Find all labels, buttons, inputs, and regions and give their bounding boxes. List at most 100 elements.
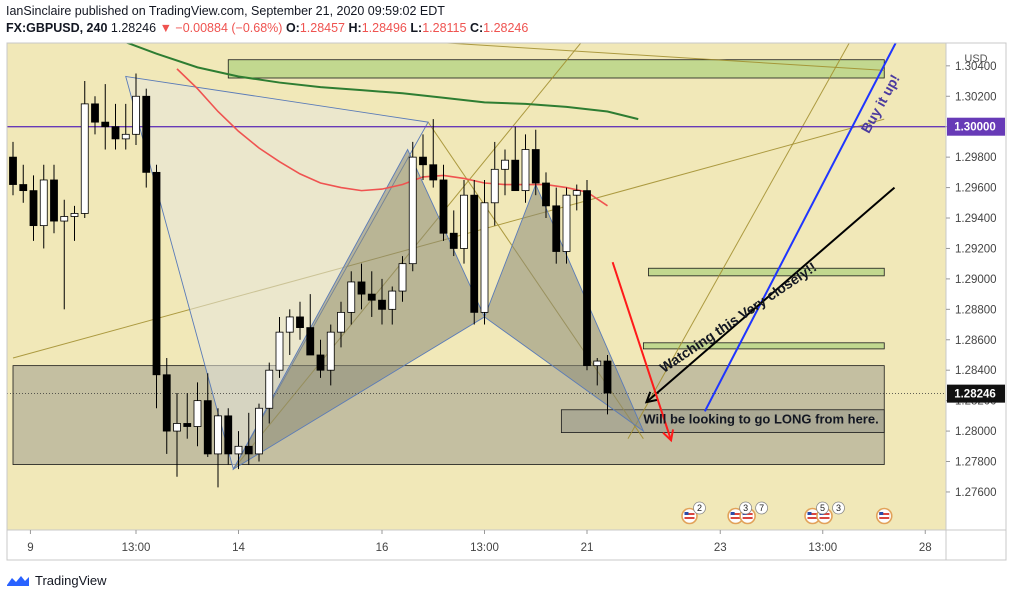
event-count-label: 3 <box>836 503 841 513</box>
event-count-badge <box>693 501 706 515</box>
x-tick-label: 13:00 <box>470 542 499 554</box>
high-label: H: <box>348 21 362 35</box>
y-tick-label: 1.27600 <box>955 487 997 499</box>
candle-body <box>429 164 438 181</box>
candle <box>193 382 202 447</box>
candle <box>296 301 304 340</box>
level-price-box <box>947 117 1005 136</box>
candle <box>255 403 263 462</box>
y-tick-label: 1.30400 <box>955 61 997 73</box>
watch-arrow-head <box>644 391 658 404</box>
candle-body <box>80 103 89 214</box>
y-tick-label: 1.28600 <box>955 335 997 347</box>
candle-body <box>603 360 612 394</box>
candle-body <box>408 156 417 265</box>
candle <box>552 187 561 264</box>
candle-body <box>244 445 253 455</box>
level-price-label: 1.30000 <box>954 122 996 134</box>
pattern-guide-line <box>439 43 885 71</box>
candle <box>285 309 294 355</box>
event-flag-stripe <box>819 515 830 517</box>
y-tick-label: 1.30200 <box>955 91 997 103</box>
candle <box>490 141 499 226</box>
candle <box>419 134 427 180</box>
candle-body <box>121 133 130 140</box>
zone-box <box>648 267 885 277</box>
candle-body <box>316 354 325 371</box>
event-count-badge <box>816 501 829 515</box>
x-tick-label: 21 <box>581 542 594 554</box>
low-value: 1.28115 <box>422 21 467 35</box>
candle-body <box>480 202 489 313</box>
high-value: 1.28496 <box>361 21 407 35</box>
candle-body <box>562 194 571 252</box>
x-tick-label: 9 <box>27 542 33 554</box>
x-tick-label: 14 <box>232 542 245 554</box>
candle-body <box>152 171 161 376</box>
candle <box>388 286 397 325</box>
event-count-label: 2 <box>697 503 702 513</box>
candle-body <box>183 423 192 427</box>
candle-body <box>255 407 263 455</box>
candle <box>214 408 222 488</box>
x-tick-label: 13:00 <box>808 542 837 554</box>
candle <box>19 164 28 203</box>
candle <box>511 126 520 192</box>
open-label: O: <box>285 21 300 35</box>
tradingview-brand[interactable]: TradingView <box>35 572 107 588</box>
symbol-label: FX:GBPUSD, 240 <box>6 21 108 35</box>
close-label: C: <box>469 21 484 35</box>
candle-body <box>470 194 479 313</box>
candle-body <box>490 168 499 204</box>
x-tick-label: 16 <box>376 542 389 554</box>
candle <box>326 324 335 386</box>
event-flag-stripe <box>684 515 695 517</box>
candle <box>275 316 284 378</box>
candle-body <box>521 149 530 192</box>
candle-body <box>398 263 407 292</box>
candle-body <box>326 331 335 371</box>
candle <box>162 358 171 454</box>
low-label: L: <box>410 21 423 35</box>
event-count-label: 5 <box>820 503 825 513</box>
candle <box>521 134 530 203</box>
candle-body <box>583 190 591 367</box>
candle <box>449 210 458 257</box>
zone-box <box>560 409 885 434</box>
event-flag-canton <box>879 512 884 515</box>
y-tick-label: 1.29800 <box>955 152 997 164</box>
candle-body <box>367 293 376 301</box>
candle-body <box>296 316 304 328</box>
event-count-badge <box>739 501 753 515</box>
candle <box>244 412 253 465</box>
ohlc-legend: FX:GBPUSD, 240 1.28246 ▼ −0.00884 (−0.68… <box>6 20 528 37</box>
last-price-label: 1.28246 <box>954 389 996 401</box>
candle <box>39 164 48 249</box>
chart-header: IanSinclaire published on TradingView.co… <box>6 3 528 37</box>
event-count-label: 7 <box>759 503 764 513</box>
x-tick-label: 28 <box>919 542 932 554</box>
tradingview-logo-icon[interactable] <box>6 574 30 586</box>
candle-body <box>162 374 171 432</box>
candle-body <box>388 290 397 310</box>
candle <box>470 179 479 325</box>
candle <box>111 103 120 150</box>
y-tick-label: 1.29000 <box>955 274 997 286</box>
y-tick-label: 1.28000 <box>955 426 997 438</box>
last-price: 1.28246 <box>110 21 157 35</box>
candle <box>583 179 591 371</box>
candle <box>183 393 192 439</box>
x-tick-label: 23 <box>714 542 727 554</box>
close-value: 1.28246 <box>483 21 529 35</box>
candle-body <box>357 281 366 295</box>
candle <box>50 164 58 234</box>
y-tick-label: 1.29200 <box>955 243 997 255</box>
y-tick-label: 1.28800 <box>955 304 997 316</box>
candle <box>121 103 130 150</box>
event-flag-stripe <box>730 515 741 517</box>
candle-body <box>50 179 58 222</box>
candle <box>501 149 509 196</box>
chart-annotation: Will be looking to go LONG from here. <box>643 411 878 426</box>
buy-trend-line <box>703 43 897 412</box>
